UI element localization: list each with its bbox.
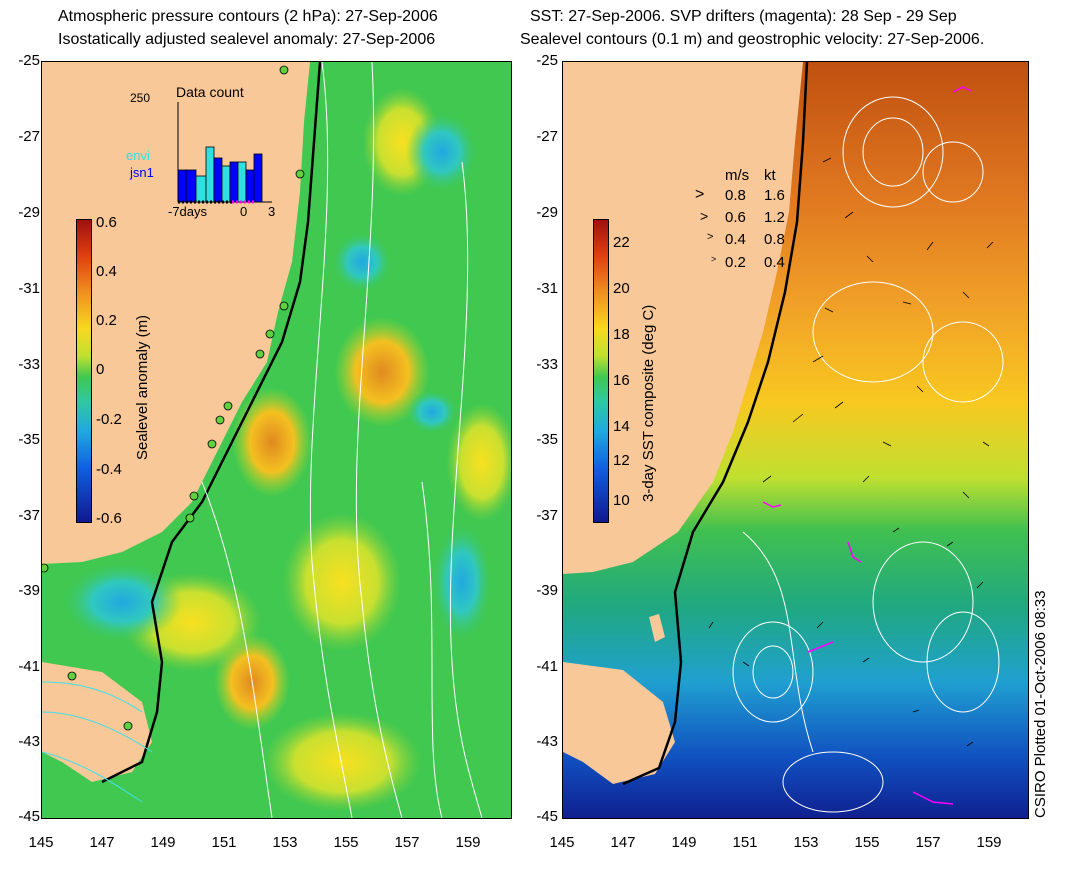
velocity-legend-ms-06: 0.6 bbox=[725, 209, 746, 226]
velocity-legend-ms-02: 0.2 bbox=[725, 254, 746, 271]
right-ytick-35: -35 bbox=[536, 431, 558, 448]
sealevel-cbar-tick-2: 0.2 bbox=[96, 312, 117, 329]
left-ytick-27: -27 bbox=[18, 128, 40, 145]
right-ytick-37: -37 bbox=[536, 507, 558, 524]
sealevel-map-graphic bbox=[42, 62, 511, 818]
right-xtick-155: 155 bbox=[854, 834, 880, 851]
sst-cbar-tick-5: 12 bbox=[613, 452, 630, 469]
mission-envi-label: envi bbox=[126, 148, 150, 163]
left-ytick-43: -43 bbox=[18, 733, 40, 750]
data-count-inset bbox=[170, 100, 280, 204]
velocity-legend-arrow-08: > bbox=[695, 186, 705, 203]
right-ytick-41: -41 bbox=[536, 658, 558, 675]
right-ytick-25: -25 bbox=[536, 52, 558, 69]
left-title-line1: Atmospheric pressure contours (2 hPa): 2… bbox=[58, 8, 438, 25]
sst-map bbox=[562, 61, 1029, 819]
left-ytick-35: -35 bbox=[18, 431, 40, 448]
sealevel-cbar-tick-0: 0.6 bbox=[96, 214, 117, 231]
sst-colorbar bbox=[593, 219, 609, 523]
sst-cbar-tick-6: 10 bbox=[613, 492, 630, 509]
right-ytick-39: -39 bbox=[536, 582, 558, 599]
left-ytick-31: -31 bbox=[18, 280, 40, 297]
sst-cbar-title: 3-day SST composite (deg C) bbox=[640, 304, 657, 502]
data-count-title: Data count bbox=[176, 84, 244, 100]
velocity-legend-arrow-06: > bbox=[700, 208, 709, 224]
left-ytick-39: -39 bbox=[18, 582, 40, 599]
sealevel-cbar-tick-1: 0.4 bbox=[96, 263, 117, 280]
right-xtick-153: 153 bbox=[793, 834, 819, 851]
right-ytick-31: -31 bbox=[536, 280, 558, 297]
left-ytick-37: -37 bbox=[18, 507, 40, 524]
left-ytick-45: -45 bbox=[18, 808, 40, 825]
sst-cbar-tick-2: 18 bbox=[613, 326, 630, 343]
left-xtick-157: 157 bbox=[394, 834, 420, 851]
velocity-legend-kt-12: 1.2 bbox=[764, 209, 785, 226]
data-count-max-label: 250 bbox=[130, 91, 151, 105]
left-xtick-145: 145 bbox=[28, 834, 54, 851]
sealevel-anomaly-map bbox=[41, 61, 512, 819]
velocity-legend-kt-04: 0.4 bbox=[764, 254, 785, 271]
left-xtick-147: 147 bbox=[89, 834, 115, 851]
right-ytick-43: -43 bbox=[536, 733, 558, 750]
left-xtick-151: 151 bbox=[211, 834, 237, 851]
right-ytick-29: -29 bbox=[536, 204, 558, 221]
sst-map-graphic bbox=[563, 62, 1028, 818]
left-title-line2: Isostatically adjusted sealevel anomaly:… bbox=[58, 31, 436, 48]
left-ytick-33: -33 bbox=[18, 356, 40, 373]
velocity-legend-ms-04: 0.4 bbox=[725, 231, 746, 248]
sst-cbar-tick-0: 22 bbox=[613, 234, 630, 251]
velocity-legend-ms-08: 0.8 bbox=[725, 187, 746, 204]
right-ytick-33: -33 bbox=[536, 356, 558, 373]
right-xtick-159: 159 bbox=[976, 834, 1002, 851]
velocity-legend-header-kt: kt bbox=[764, 167, 776, 184]
right-title-line2: Sealevel contours (0.1 m) and geostrophi… bbox=[520, 31, 985, 48]
left-ytick-29: -29 bbox=[18, 204, 40, 221]
right-ytick-45: -45 bbox=[536, 808, 558, 825]
data-count-xtick-zero: 0 bbox=[240, 204, 248, 219]
right-xtick-147: 147 bbox=[610, 834, 636, 851]
right-xtick-149: 149 bbox=[671, 834, 697, 851]
right-ytick-27: -27 bbox=[536, 128, 558, 145]
velocity-legend-arrow-04: > bbox=[707, 231, 714, 243]
left-xtick-155: 155 bbox=[333, 834, 359, 851]
sst-cbar-tick-4: 14 bbox=[613, 418, 630, 435]
sealevel-cbar-tick-6: -0.6 bbox=[96, 510, 122, 527]
left-xtick-159: 159 bbox=[455, 834, 481, 851]
mission-jsn1-label: jsn1 bbox=[130, 165, 154, 180]
plot-credit: CSIRO Plotted 01-Oct-2006 08:33 bbox=[1032, 590, 1049, 818]
velocity-legend-arrow-02: > bbox=[711, 254, 717, 264]
left-ytick-41: -41 bbox=[18, 658, 40, 675]
right-xtick-157: 157 bbox=[915, 834, 941, 851]
left-ytick-25: -25 bbox=[18, 52, 40, 69]
sst-cbar-tick-1: 20 bbox=[613, 280, 630, 297]
right-title-line1: SST: 27-Sep-2006. SVP drifters (magenta)… bbox=[530, 8, 957, 25]
right-xtick-151: 151 bbox=[732, 834, 758, 851]
right-xtick-145: 145 bbox=[549, 834, 575, 851]
sealevel-colorbar bbox=[76, 219, 92, 523]
sst-cbar-tick-3: 16 bbox=[613, 372, 630, 389]
velocity-legend-kt-08: 0.8 bbox=[764, 231, 785, 248]
sealevel-cbar-tick-4: -0.2 bbox=[96, 411, 122, 428]
sealevel-cbar-tick-5: -0.4 bbox=[96, 461, 122, 478]
data-count-xtick-end: 3 bbox=[268, 204, 276, 219]
left-xtick-153: 153 bbox=[272, 834, 298, 851]
velocity-legend-kt-16: 1.6 bbox=[764, 187, 785, 204]
sealevel-cbar-tick-3: 0 bbox=[96, 361, 105, 378]
velocity-legend-header-ms: m/s bbox=[725, 167, 750, 184]
data-count-xtick-start: -7days bbox=[168, 204, 208, 219]
sealevel-cbar-title: Sealevel anomaly (m) bbox=[134, 314, 151, 460]
left-xtick-149: 149 bbox=[150, 834, 176, 851]
